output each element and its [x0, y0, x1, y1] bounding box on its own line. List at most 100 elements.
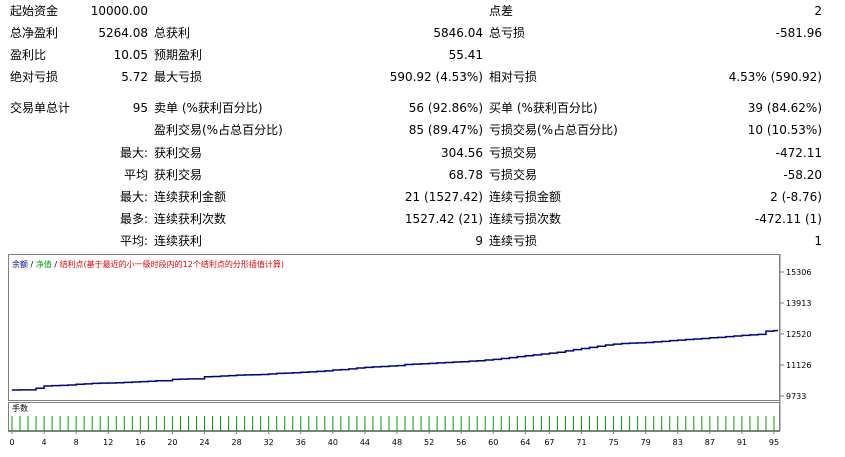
- label-average-profit: 获利交易: [154, 168, 203, 182]
- x-tick-label: 36: [296, 438, 306, 447]
- value-average-profit: 68.78: [448, 168, 483, 182]
- value-initial-deposit: 10000.00: [90, 4, 148, 18]
- value-maximal-consecutive-profit: 1527.42 (21): [404, 212, 483, 226]
- label-short-positions: 卖单 (%获利百分比): [154, 101, 263, 115]
- main-plot-frame: [8, 254, 780, 401]
- value-spread: 2: [814, 4, 822, 18]
- value-max-consecutive-wins: 21 (1527.42): [404, 190, 483, 204]
- legend-equity: 净值: [36, 259, 52, 269]
- label-maximal-drawdown: 最大亏损: [154, 70, 203, 84]
- x-tick-label: 87: [705, 438, 715, 447]
- label-absolute-drawdown: 绝对亏损: [10, 70, 59, 84]
- x-axis-ticks: 0 4 8 12 16 20 24 28 32 36 40 44 48 52 56 60 64 67 71 75 79 8…: [9, 431, 779, 447]
- balance-line: [12, 329, 778, 391]
- x-tick-label: 48: [392, 438, 402, 447]
- value-loss-trades: 10 (10.53%): [747, 123, 822, 137]
- value-maximal-drawdown: 590.92 (4.53%): [389, 70, 483, 84]
- value-profit-factor: 10.05: [113, 48, 148, 62]
- value-largest-loss: -472.11: [775, 146, 822, 160]
- label-max-consecutive-wins: 连续获利金额: [154, 190, 227, 204]
- x-tick-label: 52: [424, 438, 434, 447]
- value-profit-trades: 85 (89.47%): [408, 123, 483, 137]
- label-gross-profit: 总获利: [154, 26, 191, 40]
- x-tick-label: 40: [328, 438, 338, 447]
- label-largest-loss: 亏损交易: [489, 146, 538, 160]
- y-tick-label: 12520: [786, 330, 811, 339]
- x-tick-label: 83: [673, 438, 683, 447]
- label-average-prefix: 平均: [123, 168, 148, 182]
- x-tick-label: 20: [167, 438, 177, 447]
- legend-points: 结利点(基于最近的小一级时段内的12个结利点的分形插值计算): [60, 259, 284, 269]
- label-gross-loss: 总亏损: [489, 26, 526, 40]
- x-tick-label: 12: [103, 438, 113, 447]
- label-relative-drawdown: 相对亏损: [489, 70, 538, 84]
- value-gross-profit: 5846.04: [433, 26, 483, 40]
- y-tick-label: 11126: [786, 361, 811, 370]
- x-tick-label: 91: [737, 438, 747, 447]
- label-maximal-consecutive-profit: 连续获利次数: [154, 212, 227, 226]
- x-tick-label: 0: [9, 438, 14, 447]
- value-long-positions: 39 (84.62%): [747, 101, 822, 115]
- y-tick-label: 9733: [786, 392, 806, 401]
- value-absolute-drawdown: 5.72: [121, 70, 148, 84]
- label-profit-factor: 盈利比: [10, 48, 47, 62]
- label-loss-trades: 亏损交易(%占总百分比): [489, 123, 618, 137]
- value-total-trades: 95: [132, 101, 148, 115]
- x-tick-label: 4: [42, 438, 47, 447]
- label-long-positions: 买单 (%获利百分比): [489, 101, 598, 115]
- x-tick-label: 67: [544, 438, 554, 447]
- value-maximal-consecutive-loss: -472.11 (1): [754, 212, 822, 226]
- value-largest-profit: 304.56: [441, 146, 483, 160]
- value-total-net-profit: 5264.08: [98, 26, 148, 40]
- label-total-trades: 交易单总计: [10, 101, 71, 115]
- label-profit-trades: 盈利交易(%占总百分比): [154, 123, 283, 137]
- label-average-loss: 亏损交易: [489, 168, 538, 182]
- label-largest-profit: 获利交易: [154, 146, 203, 160]
- x-tick-label: 60: [488, 438, 498, 447]
- x-tick-label: 79: [641, 438, 651, 447]
- label-initial-deposit: 起始资金: [10, 4, 59, 18]
- x-tick-label: 16: [135, 438, 145, 447]
- label-maximal-consecutive-loss: 连续亏损次数: [489, 212, 562, 226]
- value-average-loss: -58.20: [783, 168, 822, 182]
- volume-bars: [11, 416, 775, 431]
- balance-chart-svg: 余额 / 净值 / 结利点(基于最近的小一级时段内的12个结利点的分形插值计算)…: [8, 254, 811, 447]
- x-tick-label: 8: [74, 438, 79, 447]
- volume-pane-frame: [8, 402, 780, 431]
- value-max-consecutive-losses: 2 (-8.76): [770, 190, 822, 204]
- x-tick-label: 28: [231, 438, 241, 447]
- value-relative-drawdown: 4.53% (590.92): [728, 70, 822, 84]
- legend-balance: 余额: [12, 259, 28, 269]
- x-tick-label: 44: [360, 438, 370, 447]
- x-tick-label: 56: [456, 438, 466, 447]
- label-largest-prefix: 最大:: [119, 146, 148, 160]
- balance-chart: 余额 / 净值 / 结利点(基于最近的小一级时段内的12个结利点的分形插值计算)…: [8, 254, 836, 454]
- x-tick-label: 64: [520, 438, 530, 447]
- y-tick-label: 13913: [786, 299, 811, 308]
- label-average-consecutive-prefix: 平均:: [119, 234, 148, 248]
- value-expected-payoff: 55.41: [448, 48, 483, 62]
- label-average-consecutive-wins: 连续获利: [154, 234, 203, 248]
- label-total-net-profit: 总净盈利: [10, 26, 59, 40]
- x-tick-label: 24: [199, 438, 209, 447]
- x-tick-label: 71: [576, 438, 586, 447]
- x-tick-label: 75: [608, 438, 618, 447]
- x-tick-label: 32: [264, 438, 274, 447]
- y-axis-ticks: 15306 13913 12520 11126 9733: [780, 268, 811, 401]
- value-short-positions: 56 (92.86%): [408, 101, 483, 115]
- volume-label: 手数: [12, 403, 28, 413]
- legend-separator-2: /: [52, 260, 60, 269]
- value-gross-loss: -581.96: [775, 26, 822, 40]
- label-expected-payoff: 预期盈利: [154, 48, 203, 62]
- label-maximal-consecutive-prefix: 最多:: [119, 212, 148, 226]
- label-max-consecutive-prefix: 最大:: [119, 190, 148, 204]
- x-tick-label: 95: [769, 438, 779, 447]
- label-average-consecutive-losses: 连续亏损: [489, 234, 538, 248]
- value-average-consecutive-wins: 9: [475, 234, 483, 248]
- label-max-consecutive-losses: 连续亏损金额: [489, 190, 562, 204]
- y-tick-label: 15306: [786, 268, 811, 277]
- chart-legend: 余额 / 净值 / 结利点(基于最近的小一级时段内的12个结利点的分形插值计算): [12, 259, 284, 269]
- label-spread: 点差: [489, 4, 514, 18]
- value-average-consecutive-losses: 1: [814, 234, 822, 248]
- legend-separator-1: /: [28, 260, 36, 269]
